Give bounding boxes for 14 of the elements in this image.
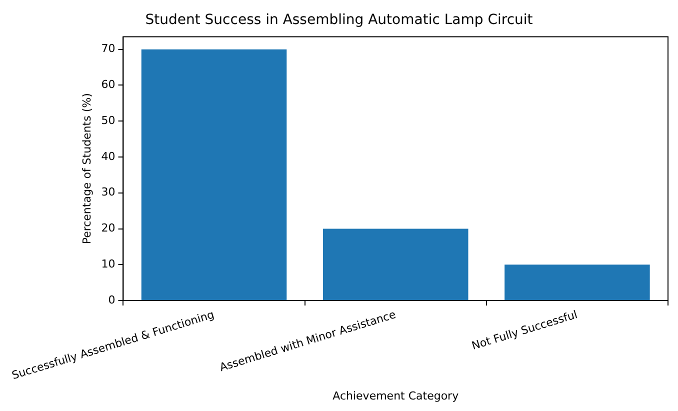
x-axis-title: Achievement Category [332,389,460,402]
bar [504,264,650,300]
y-tick-label: 30 [101,186,116,199]
y-tick-label: 70 [101,42,116,56]
y-tick-label: 40 [101,150,116,163]
bar [141,49,287,300]
bar [322,228,468,300]
y-tick-label: 50 [101,114,116,127]
y-tick-label: 10 [101,258,116,271]
y-tick-label: 60 [101,78,116,92]
y-tick-label: 0 [108,293,116,306]
y-axis-title: Percentage of Students (%) [80,93,94,244]
chart-title: Student Success in Assembling Automatic Lamp Circuit [145,12,534,28]
y-tick-label: 20 [101,222,116,235]
